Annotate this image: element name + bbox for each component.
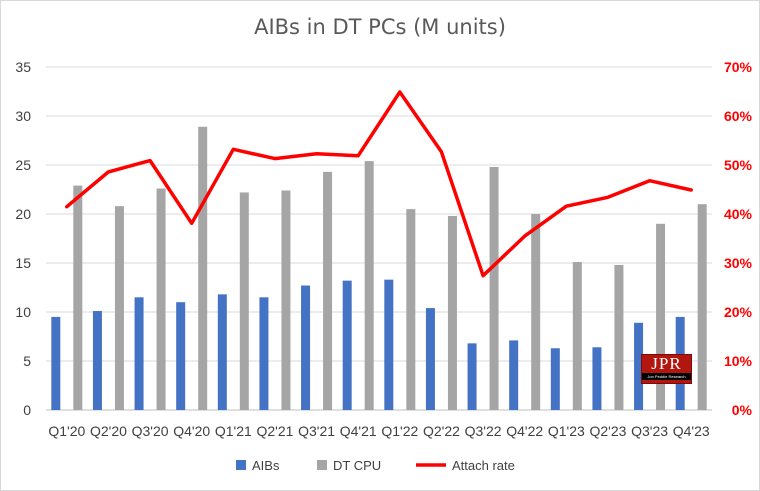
- x-tick-label: Q3'21: [298, 423, 335, 439]
- y2-tick-label: 10%: [724, 353, 753, 369]
- bar-aibs: [509, 340, 519, 410]
- x-tick-label: Q2'21: [256, 423, 293, 439]
- x-tick-label: Q4'22: [506, 423, 543, 439]
- bar-dt-cpu: [489, 166, 499, 410]
- bar-dt-cpu: [447, 215, 457, 410]
- x-tick-label: Q1'20: [48, 423, 85, 439]
- x-tick-label: Q4'20: [173, 423, 210, 439]
- bar-dt-cpu: [364, 161, 374, 410]
- legend-swatch: [236, 460, 246, 470]
- bar-dt-cpu: [614, 264, 624, 410]
- y2-tick-label: 70%: [724, 59, 753, 75]
- bar-aibs: [176, 302, 186, 410]
- bar-aibs: [342, 280, 352, 410]
- y2-tick-label: 0%: [732, 402, 753, 418]
- y2-tick-label: 20%: [724, 304, 753, 320]
- y-tick-label: 20: [15, 206, 31, 222]
- y-tick-label: 35: [15, 59, 31, 75]
- x-tick-label: Q3'22: [465, 423, 502, 439]
- jpr-logo: JPR Jon Peddie Research: [641, 354, 692, 384]
- bar-dt-cpu: [73, 185, 83, 410]
- bar-dt-cpu: [406, 209, 416, 410]
- y-tick-label: 15: [15, 255, 31, 271]
- attach-rate-line: [65, 90, 693, 278]
- y2-tick-label: 60%: [724, 108, 753, 124]
- bar-dt-cpu: [281, 190, 291, 410]
- x-tick-label: Q1'22: [381, 423, 418, 439]
- x-tick-label: Q3'20: [132, 423, 169, 439]
- x-tick-label: Q2'22: [423, 423, 460, 439]
- y-tick-label: 30: [15, 108, 31, 124]
- x-tick-label: Q4'21: [340, 423, 377, 439]
- legend-swatch: [317, 460, 327, 470]
- x-tick-label: Q2'20: [90, 423, 127, 439]
- y-tick-label: 0: [23, 402, 31, 418]
- x-tick-label: Q2'23: [589, 423, 626, 439]
- bar-dt-cpu: [323, 171, 333, 410]
- y2-tick-label: 50%: [724, 157, 753, 173]
- x-tick-label: Q1'23: [548, 423, 585, 439]
- bar-aibs: [384, 279, 394, 410]
- bar-aibs: [550, 348, 560, 410]
- legend-label: AIBs: [252, 458, 280, 473]
- y2-tick-label: 40%: [724, 206, 753, 222]
- y-tick-label: 5: [23, 353, 31, 369]
- bar-aibs: [134, 297, 144, 410]
- bar-aibs: [425, 308, 435, 410]
- bar-dt-cpu: [239, 192, 249, 410]
- bar-aibs: [592, 347, 602, 410]
- bar-dt-cpu: [114, 206, 124, 410]
- y2-tick-label: 30%: [724, 255, 753, 271]
- bar-aibs: [259, 297, 269, 410]
- bar-dt-cpu: [656, 223, 666, 410]
- logo-mark: JPR: [651, 354, 682, 373]
- bar-aibs: [51, 316, 61, 410]
- logo-subtitle: Jon Peddie Research: [642, 373, 691, 380]
- bar-dt-cpu: [156, 188, 166, 410]
- bar-dt-cpu: [198, 126, 208, 410]
- bar-dt-cpu: [531, 214, 541, 410]
- legend-label: DT CPU: [333, 458, 381, 473]
- x-tick-label: Q4'23: [673, 423, 710, 439]
- chart-title: AIBs in DT PCs (M units): [254, 15, 506, 39]
- x-tick-label: Q1'21: [215, 423, 252, 439]
- legend-label: Attach rate: [452, 458, 515, 473]
- y-tick-label: 25: [15, 157, 31, 173]
- bar-aibs: [92, 311, 102, 410]
- bar-dt-cpu: [572, 262, 582, 410]
- bar-aibs: [217, 294, 227, 410]
- bar-aibs: [467, 343, 477, 410]
- bar-aibs: [301, 285, 311, 410]
- x-tick-label: Q3'23: [631, 423, 668, 439]
- y-tick-label: 10: [15, 304, 31, 320]
- bar-dt-cpu: [697, 204, 707, 410]
- bar-aibs: [634, 322, 644, 410]
